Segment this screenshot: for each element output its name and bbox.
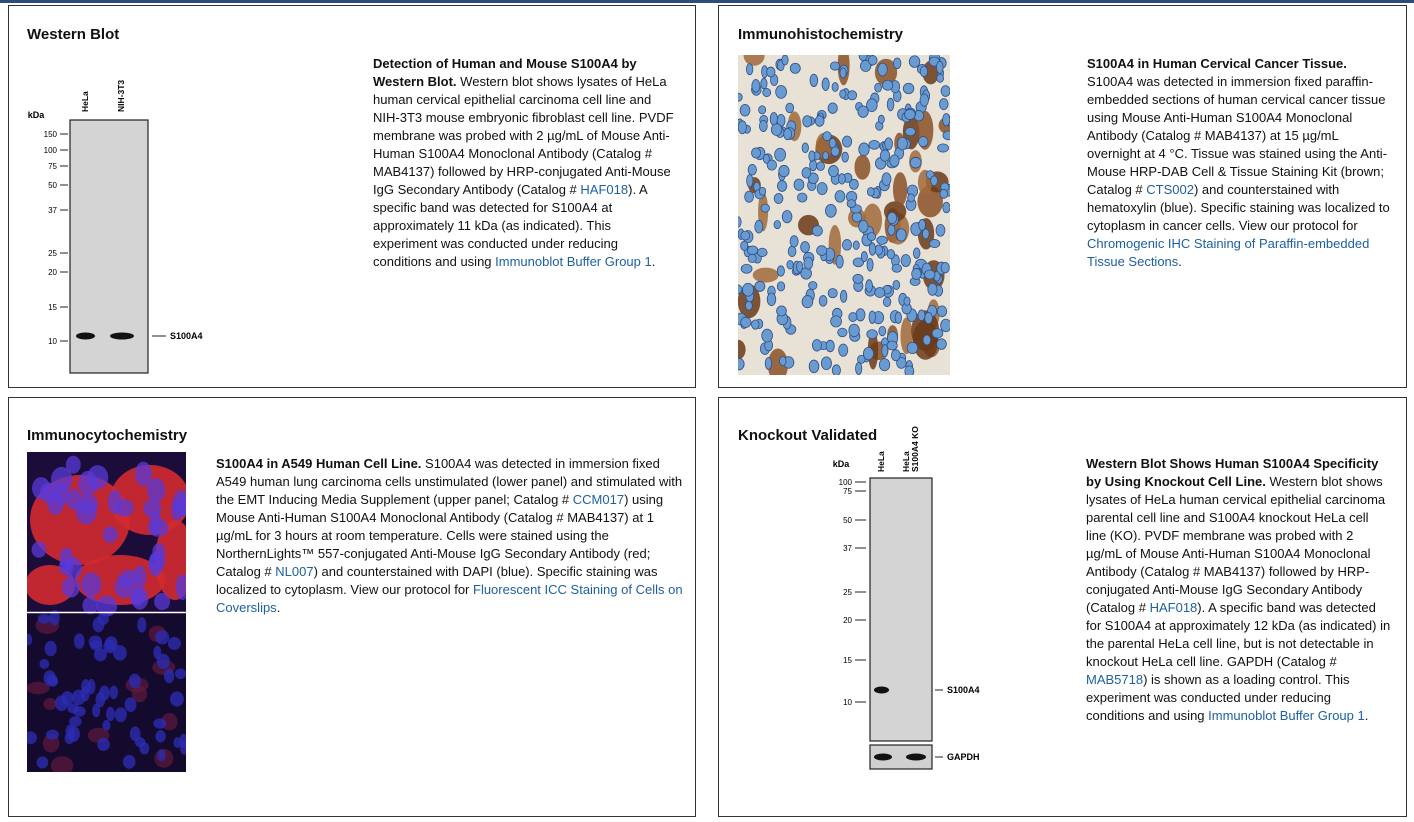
caption: S100A4 in A549 Human Cell Line. S100A4 w… <box>216 455 686 617</box>
caption-text: Western blot shows lysates of HeLa human… <box>373 74 674 197</box>
panel-title: Immunohistochemistry <box>738 26 903 43</box>
caption-link[interactable]: CCM017 <box>573 492 624 507</box>
caption: S100A4 in Human Cervical Cancer Tissue. … <box>1087 55 1392 271</box>
panel-title: Western Blot <box>27 26 119 43</box>
caption-link[interactable]: NL007 <box>275 564 313 579</box>
caption-link[interactable]: HAF018 <box>1150 600 1198 615</box>
caption-link[interactable]: MAB5718 <box>1086 672 1143 687</box>
top-bar <box>0 0 1414 3</box>
caption: Detection of Human and Mouse S100A4 by W… <box>373 55 678 271</box>
caption-heading: S100A4 in Human Cervical Cancer Tissue. <box>1087 56 1347 71</box>
page: S100A4 Applications {"panels": [ {"title… <box>0 0 1414 822</box>
caption-link[interactable]: Chromogenic IHC Staining of Paraffin-emb… <box>1087 236 1369 269</box>
body: Western Blot Immunohistochemistry Immuno… <box>0 0 1414 822</box>
panel-title: Immunocytochemistry <box>27 427 187 444</box>
panel-title: Knockout Validated <box>738 427 877 444</box>
caption-text: . <box>652 254 656 269</box>
caption-text: Western blot shows lysates of HeLa human… <box>1086 474 1385 615</box>
caption-text: S100A4 was detected in immersion fixed p… <box>1087 74 1387 197</box>
caption-text: . <box>1365 708 1369 723</box>
caption-text: . <box>277 600 281 615</box>
caption-link[interactable]: Immunoblot Buffer Group 1 <box>1208 708 1365 723</box>
caption-link[interactable]: Immunoblot Buffer Group 1 <box>495 254 652 269</box>
caption: Western Blot Shows Human S100A4 Specific… <box>1086 455 1391 725</box>
caption-link[interactable]: HAF018 <box>580 182 628 197</box>
caption-heading: S100A4 in A549 Human Cell Line. <box>216 456 421 471</box>
caption-text: . <box>1178 254 1182 269</box>
caption-link[interactable]: CTS002 <box>1146 182 1194 197</box>
